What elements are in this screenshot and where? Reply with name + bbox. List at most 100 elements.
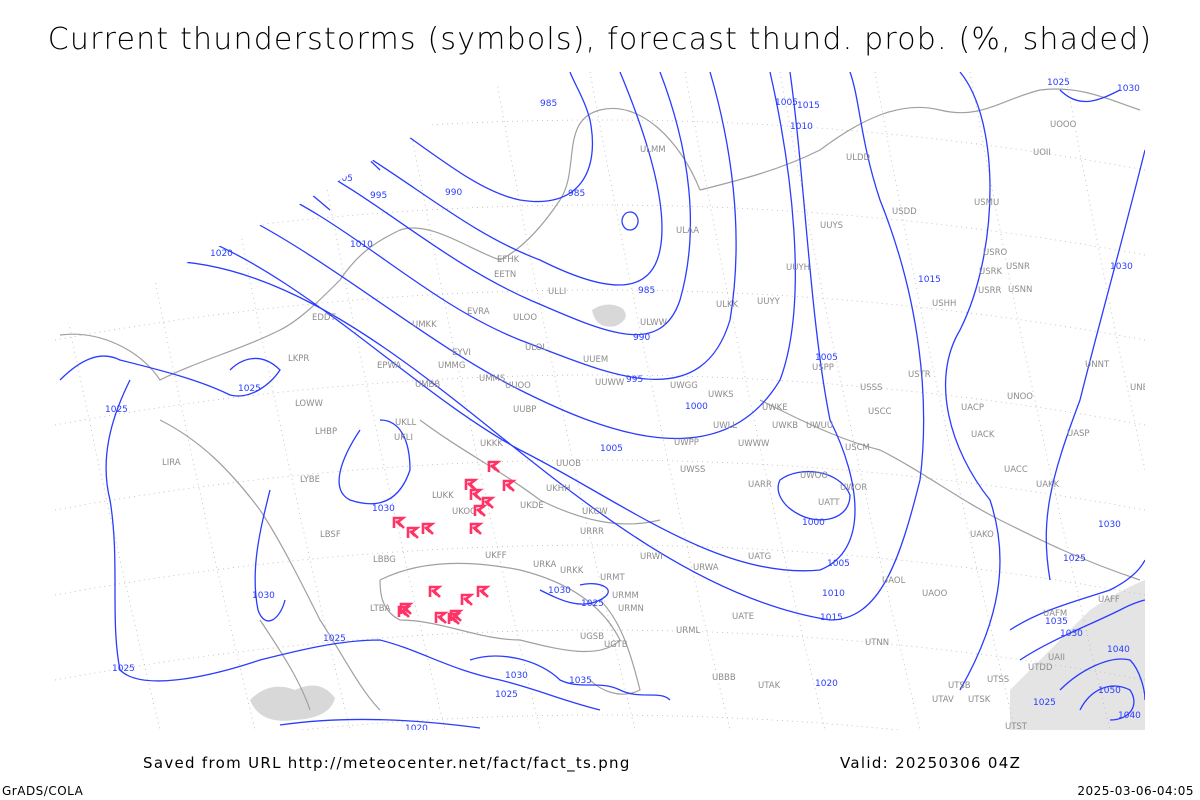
station-label: UKDE <box>520 501 544 511</box>
station-label: UTDD <box>1028 663 1053 673</box>
thunderstorm-icon <box>447 612 462 625</box>
isobar-label: 1020 <box>405 724 428 734</box>
isobar-label: 1025 <box>105 405 128 415</box>
thunderstorm-icon <box>421 522 436 535</box>
station-label: UWWW <box>738 439 770 449</box>
isobar-label: 995 <box>370 191 387 201</box>
station-label: ULAA <box>676 226 699 236</box>
station-label: USDD <box>892 207 917 217</box>
isobar-lines <box>59 72 1145 729</box>
isobar-label: 985 <box>638 286 655 296</box>
station-label: LYBE <box>300 475 320 485</box>
station-label: URMN <box>618 604 644 614</box>
station-label: UKHH <box>546 484 571 494</box>
station-label: URWA <box>693 563 719 573</box>
station-label: UKOO <box>452 507 477 517</box>
station-label: UUWW <box>595 378 625 388</box>
station-label: LBSF <box>320 530 341 540</box>
station-label: UWSS <box>680 465 705 475</box>
station-label: ULDD <box>846 153 871 163</box>
station-label: UUOO <box>505 381 531 391</box>
isobar-label: 1040 <box>1118 711 1141 721</box>
isobar-label: 1030 <box>1098 520 1121 530</box>
isobar-label: 1040 <box>1107 645 1130 655</box>
station-label: UMMG <box>438 361 465 371</box>
isobar-label: 1005 <box>600 444 623 454</box>
station-label: EYVI <box>452 348 471 358</box>
station-label: USHH <box>932 299 956 309</box>
isobar-label: 1000 <box>338 156 361 166</box>
station-label: UNBB <box>1130 383 1154 393</box>
isobar-label: 990 <box>445 188 462 198</box>
station-label: UWGG <box>670 381 698 391</box>
valid-time-text: Valid: 20250306 04Z <box>840 754 1022 772</box>
station-label: UAKK <box>1036 480 1060 490</box>
station-label: UWUU <box>806 421 833 431</box>
station-label: ULMM <box>640 145 666 155</box>
station-label: UACP <box>961 403 984 413</box>
map-title: Current thunderstorms (symbols), forecas… <box>47 22 1153 57</box>
isobar-label: 1030 <box>1117 84 1140 94</box>
isobar-label: 1015 <box>820 613 843 623</box>
thunderstorm-icon <box>428 585 443 598</box>
isobar-label: 1025 <box>112 664 135 674</box>
station-label: UGSB <box>580 632 604 642</box>
station-label: UTNN <box>865 638 889 648</box>
station-label: LKPR <box>288 354 309 364</box>
thunderstorm-icon <box>469 488 484 501</box>
station-label: UATT <box>818 498 840 508</box>
station-label: URRR <box>580 527 604 537</box>
station-label: UACK <box>971 430 995 440</box>
station-label: UBBB <box>712 673 736 683</box>
thunderstorm-icon <box>434 611 449 624</box>
station-label: USSS <box>860 383 882 393</box>
station-label: UWLL <box>713 421 737 431</box>
thunderstorm-icon <box>406 526 421 539</box>
station-label: URKK <box>560 566 584 576</box>
station-label: UGTB <box>604 640 628 650</box>
station-label: USCC <box>868 407 892 417</box>
station-label: UWOO <box>800 471 828 481</box>
thunderstorm-icon <box>481 496 496 509</box>
isobar-label: 1015 <box>918 275 941 285</box>
isobar-label: 1000 <box>685 402 708 412</box>
station-label: UAFM <box>1043 609 1067 619</box>
station-label: UAFF <box>1098 595 1120 605</box>
isobar-label: 1010 <box>822 589 845 599</box>
station-label: USRO <box>983 248 1008 258</box>
thunderstorm-icon <box>487 460 502 473</box>
station-label: LBBG <box>373 555 396 565</box>
isobar-label: 1035 <box>569 676 592 686</box>
isobar-label: 1010 <box>790 122 813 132</box>
station-label: UUEM <box>583 355 608 365</box>
station-label: UAOL <box>882 576 906 586</box>
station-label: UAOO <box>922 589 948 599</box>
isobar-label: 1025 <box>238 384 261 394</box>
station-label: UTAV <box>932 695 954 705</box>
station-label: USMU <box>974 198 999 208</box>
station-label: LHBP <box>315 427 337 437</box>
isobar-label: 1005 <box>775 98 798 108</box>
isobar-label: 1010 <box>350 240 373 250</box>
station-label: ULOL <box>525 343 547 353</box>
station-label: UAII <box>1048 653 1065 663</box>
isobar-label: 1000 <box>802 518 825 528</box>
station-label: UTSS <box>987 675 1009 685</box>
station-label: UARR <box>748 480 772 490</box>
station-label: UOII <box>1033 148 1051 158</box>
isobar-label: 1030 <box>1060 629 1083 639</box>
isobar-label: 1025 <box>323 634 346 644</box>
coastlines-borders <box>59 88 1141 711</box>
station-label: ULOO <box>513 313 537 323</box>
station-label: URMM <box>612 591 639 601</box>
station-label: UWOR <box>840 483 867 493</box>
station-label: UMKK <box>412 320 437 330</box>
isobar-label: 1030 <box>252 591 275 601</box>
station-label: UOOO <box>1050 120 1077 130</box>
isobar-label: 1020 <box>815 679 838 689</box>
station-label: URMT <box>600 573 625 583</box>
isobar-label: 995 <box>626 375 643 385</box>
station-label: UMMS <box>479 374 505 384</box>
station-label: USNN <box>1008 285 1032 295</box>
